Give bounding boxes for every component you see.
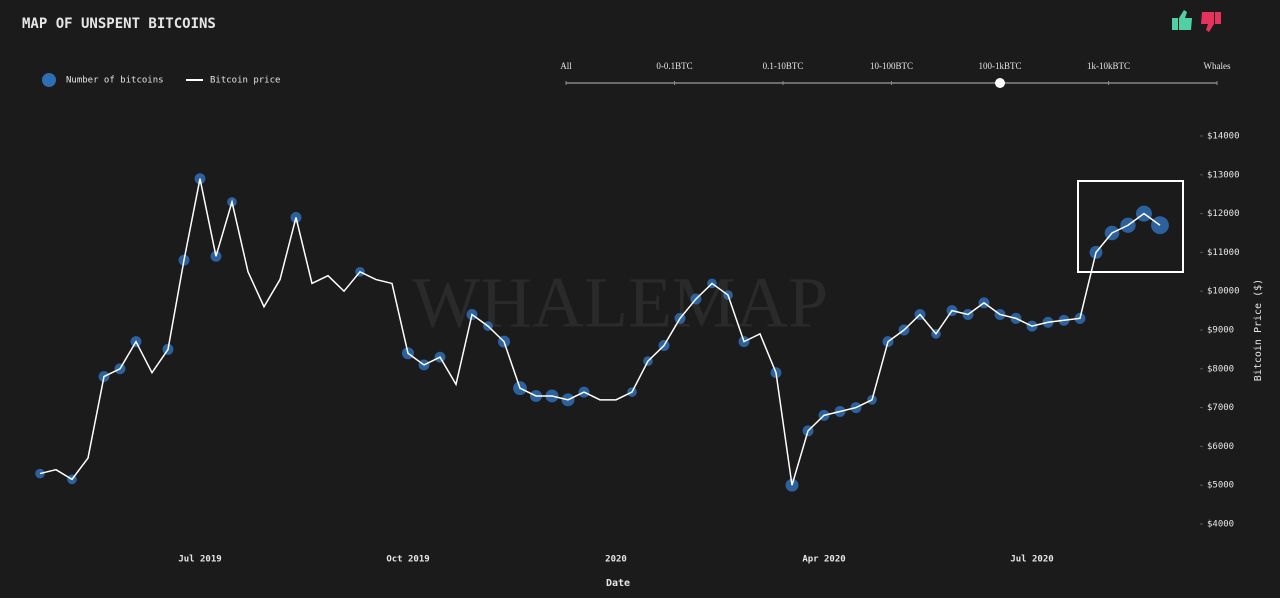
legend-label: Number of bitcoins xyxy=(66,76,164,86)
x-tick-label: 2020 xyxy=(605,555,627,565)
y-tick-label: $12000 xyxy=(1207,209,1240,219)
x-axis-title: Date xyxy=(606,578,630,589)
y-tick-label: $6000 xyxy=(1207,442,1234,452)
legend-label: Bitcoin price xyxy=(210,76,280,86)
slider-label[interactable]: 1k-10kBTC xyxy=(1087,61,1130,71)
slider-label[interactable]: 0.1-10BTC xyxy=(763,61,804,71)
y-tick-label: $8000 xyxy=(1207,364,1234,374)
slider-label[interactable]: 100-1kBTC xyxy=(978,61,1021,71)
x-tick-label: Jul 2019 xyxy=(178,555,221,565)
y-axis-title: Bitcoin Price ($) xyxy=(1253,279,1264,381)
price-line xyxy=(39,178,1161,486)
y-tick-label: $13000 xyxy=(1207,170,1240,180)
watermark: WHALEMAP xyxy=(412,263,828,343)
slider-label[interactable]: Whales xyxy=(1204,61,1231,71)
y-tick-label: $4000 xyxy=(1207,520,1234,530)
slider-label[interactable]: 0-0.1BTC xyxy=(656,61,692,71)
y-tick-label: $10000 xyxy=(1207,287,1240,297)
y-tick-label: $9000 xyxy=(1207,326,1234,336)
x-tick-label: Jul 2020 xyxy=(1010,555,1053,565)
slider-label[interactable]: 10-100BTC xyxy=(870,61,913,71)
legend-marker xyxy=(42,73,56,87)
y-tick-label: $7000 xyxy=(1207,403,1234,413)
slider-label[interactable]: All xyxy=(560,61,572,71)
x-tick-label: Apr 2020 xyxy=(802,555,845,565)
y-tick-label: $5000 xyxy=(1207,481,1234,491)
slider-knob[interactable] xyxy=(995,78,1005,88)
y-tick-label: $11000 xyxy=(1207,248,1240,258)
chart-title: MAP OF UNSPENT BITCOINS xyxy=(22,16,216,32)
y-tick-label: $14000 xyxy=(1207,132,1240,142)
thumbs-up[interactable] xyxy=(1172,10,1192,30)
highlight-box xyxy=(1077,180,1184,273)
thumbs-down[interactable] xyxy=(1201,12,1221,32)
x-tick-label: Oct 2019 xyxy=(386,555,429,565)
